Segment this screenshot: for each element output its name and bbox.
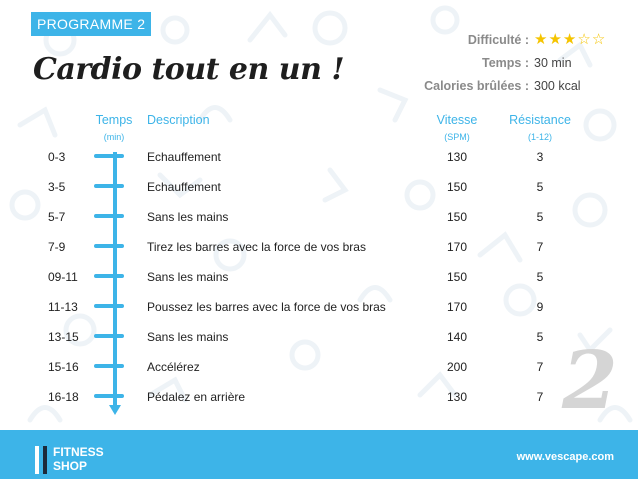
row-description: Sans les mains [147, 210, 229, 224]
row-time: 7-9 [48, 240, 66, 254]
row-speed: 150 [446, 270, 468, 284]
program-number: 2 [562, 333, 618, 427]
column-header-time-unit: (min) [103, 132, 125, 142]
row-resistance: 9 [536, 300, 544, 314]
column-header-speed-label: Vitesse [436, 113, 478, 127]
row-resistance: 5 [536, 270, 544, 284]
column-header-time-label: Temps [95, 113, 133, 127]
row-description: Pédalez en arrière [147, 390, 246, 404]
row-description: Poussez les barres avec la force de vos … [147, 300, 386, 314]
row-time: 16-18 [48, 390, 79, 404]
column-header-description-label: Description [147, 113, 210, 127]
row-time: 5-7 [48, 210, 66, 224]
row-speed: 140 [446, 330, 468, 344]
row-speed: 200 [446, 360, 468, 374]
table-row: 7-9 Tirez les barres avec la force de vo… [0, 232, 638, 262]
star-empty-icon: ☆ [591, 31, 606, 48]
logo-text-shop: SHOP [53, 459, 88, 473]
column-header-description: Description [147, 113, 210, 127]
star-filled-icon: ★ [534, 31, 548, 48]
table-row: 13-15 Sans les mains 140 5 [0, 322, 638, 352]
row-time: 13-15 [48, 330, 79, 344]
row-resistance: 5 [536, 180, 544, 194]
table-row: 0-3 Echauffement 130 3 [0, 142, 638, 172]
row-speed: 150 [446, 180, 468, 194]
row-time: 11-13 [48, 300, 78, 314]
row-speed: 150 [446, 210, 468, 224]
star-empty-icon: ☆ [577, 31, 591, 48]
row-description: Echauffement [147, 180, 221, 194]
table-row: 3-5 Echauffement 150 5 [0, 172, 638, 202]
row-time: 3-5 [48, 180, 66, 194]
row-speed: 170 [446, 300, 468, 314]
row-resistance: 5 [536, 330, 544, 344]
row-description: Sans les mains [147, 270, 229, 284]
logo-bar-dark-icon [43, 446, 47, 474]
footer: FITNESS SHOP www.vescape.com [0, 430, 638, 479]
column-header-time: Temps (min) [88, 113, 140, 142]
table-row: 16-18 Pédalez en arrière 130 7 [0, 382, 638, 412]
column-header-resistance: Résistance (1-12) [503, 113, 577, 142]
timeline-tick [94, 274, 124, 278]
table-row: 09-11 Sans les mains 150 5 [0, 262, 638, 292]
program-badge: PROGRAMME 2 [31, 12, 152, 36]
difficulty-row: Difficulté : ★ ★ ★ ☆ ☆ [424, 28, 610, 51]
row-speed: 130 [446, 390, 468, 404]
timeline-tick [94, 244, 124, 248]
row-resistance: 3 [536, 150, 544, 164]
column-header-speed: Vitesse (SPM) [430, 113, 484, 142]
timeline-arrow-icon [109, 405, 121, 415]
time-row: Temps : 30 min [424, 51, 610, 74]
timeline-tick [94, 394, 124, 398]
time-label: Temps : [482, 55, 529, 70]
timeline-tick [94, 304, 124, 308]
time-value: 30 min [534, 55, 572, 70]
row-resistance: 7 [536, 390, 544, 404]
timeline-bar [113, 152, 117, 408]
table-row: 11-13 Poussez les barres avec la force d… [0, 292, 638, 322]
table-row: 5-7 Sans les mains 150 5 [0, 202, 638, 232]
column-header-resistance-unit: (1-12) [527, 132, 552, 142]
row-description: Tirez les barres avec la force de vos br… [147, 240, 366, 254]
logo-text-fitness: FITNESS [53, 445, 104, 459]
website-link[interactable]: www.vescape.com [516, 451, 614, 463]
calories-label: Calories brûlées : [424, 78, 529, 93]
row-resistance: 5 [536, 210, 544, 224]
calories-row: Calories brûlées : 300 kcal [424, 74, 610, 97]
row-resistance: 7 [536, 360, 544, 374]
timeline-tick [94, 364, 124, 368]
row-speed: 130 [446, 150, 468, 164]
calories-value: 300 kcal [534, 78, 581, 93]
timeline-tick [94, 214, 124, 218]
difficulty-rating: ★ ★ ★ ☆ ☆ [534, 32, 610, 47]
logo-bar-icon [35, 446, 39, 474]
row-description: Echauffement [147, 150, 221, 164]
row-description: Accélérez [147, 360, 200, 374]
column-header-resistance-label: Résistance [509, 113, 571, 127]
column-header-speed-unit: (SPM) [444, 132, 470, 142]
timeline-tick [94, 184, 124, 188]
difficulty-label: Difficulté : [467, 32, 529, 47]
row-time: 15-16 [48, 360, 79, 374]
program-meta: Difficulté : ★ ★ ★ ☆ ☆ Temps : 30 min Calori… [424, 28, 610, 97]
star-filled-icon: ★ [548, 31, 562, 48]
row-description: Sans les mains [147, 330, 229, 344]
row-resistance: 7 [536, 240, 544, 254]
row-speed: 170 [446, 240, 468, 254]
star-filled-icon: ★ [562, 31, 577, 48]
row-time: 09-11 [48, 270, 78, 284]
table-row: 15-16 Accélérez 200 7 [0, 352, 638, 382]
timeline-tick [94, 334, 124, 338]
page-title: Cardio tout en un ! [33, 52, 345, 87]
row-time: 0-3 [48, 150, 66, 164]
timeline-tick [94, 154, 124, 158]
background-pattern [9, 5, 633, 423]
